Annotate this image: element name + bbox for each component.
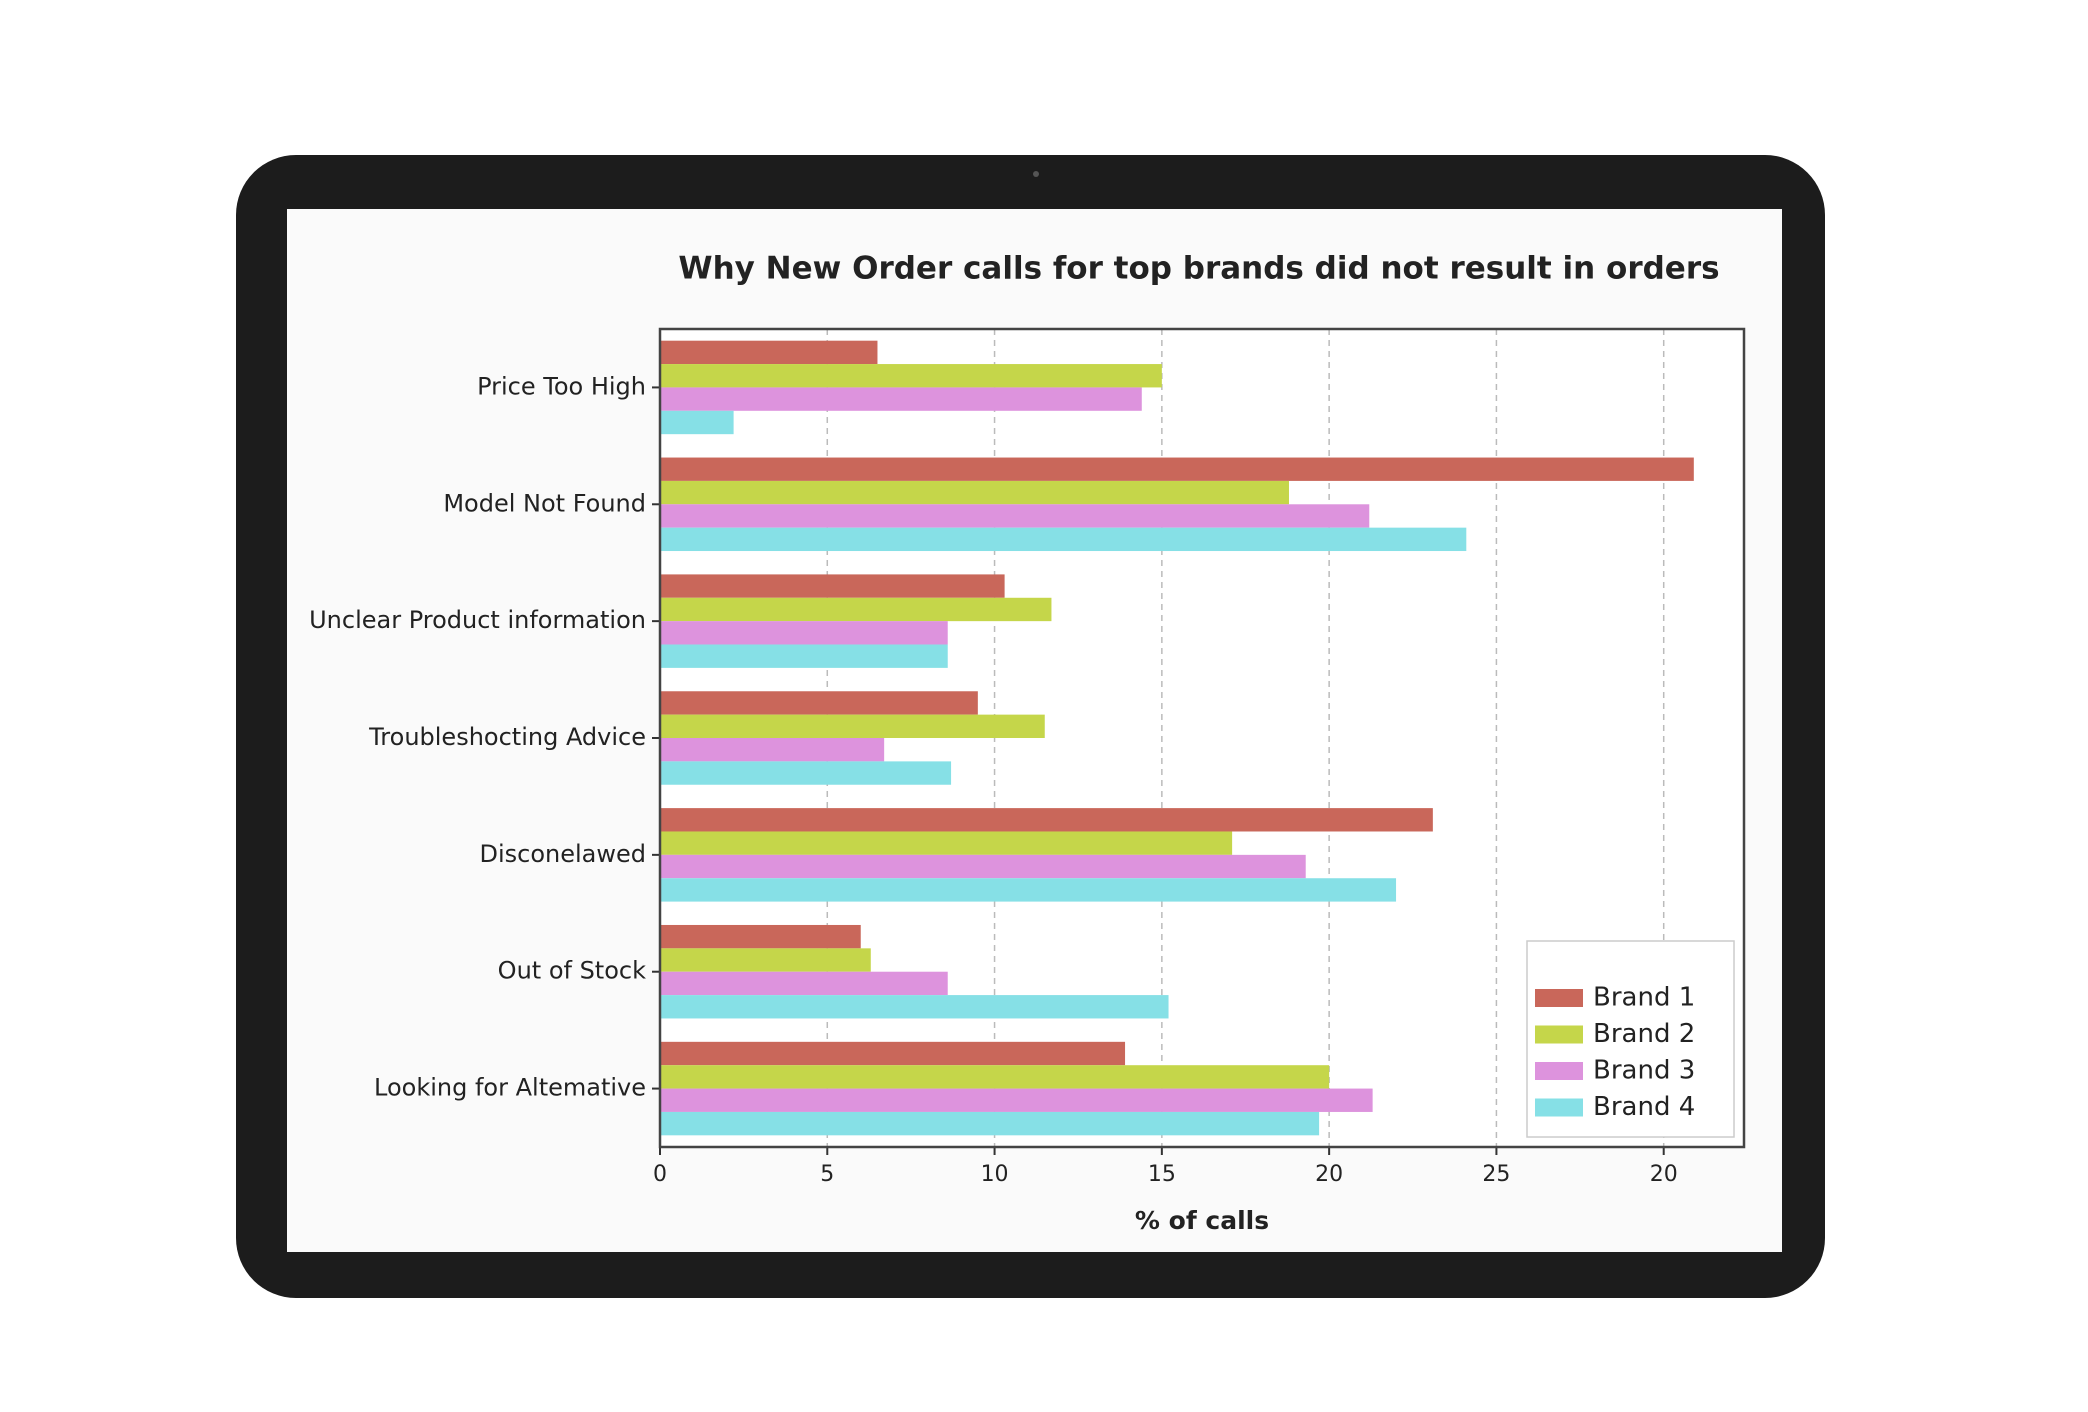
y-tick-label: Model Not Found [443,489,646,517]
x-tick-label: 25 [1482,1162,1510,1187]
bar [660,457,1694,481]
y-tick-label: Out of Stock [498,957,646,985]
y-tick-label: Unclear Product information [309,606,646,634]
x-tick-label: 10 [981,1162,1009,1187]
bar [660,410,734,435]
legend-swatch [1535,1062,1583,1080]
legend-swatch [1535,1098,1583,1117]
bar [660,714,1045,738]
legend-label: Brand 4 [1593,1092,1695,1122]
bar [660,854,1306,879]
bar [660,597,1052,622]
y-tick-label: Price Too High [477,372,646,400]
legend-label: Brand 3 [1593,1056,1695,1086]
x-tick-label: 0 [653,1162,667,1187]
legend-swatch [1535,989,1583,1007]
bar [660,924,861,949]
bar [660,878,1397,902]
bar [660,504,1370,528]
legend-label: Brand 2 [1593,1019,1695,1049]
x-tick-label: 20 [1315,1162,1343,1187]
bar [660,340,878,365]
bar [660,621,948,645]
bar [660,1088,1373,1112]
bar [660,1065,1330,1089]
bar [660,644,948,668]
bar [660,761,952,785]
bar [660,1041,1126,1066]
legend-swatch [1535,1025,1583,1044]
bar [660,948,871,972]
bar [660,738,885,762]
bar [660,808,1433,832]
bar [660,971,948,996]
x-axis-label: % of calls [1135,1206,1269,1235]
x-tick-label: 15 [1148,1162,1176,1187]
camera [1033,171,1039,177]
y-tick-label: Looking for Altemative [374,1074,646,1102]
legend-label: Brand 1 [1593,983,1695,1013]
bar [660,364,1162,388]
bar [660,480,1289,505]
bar [660,1111,1320,1136]
bar [660,387,1142,411]
chart-title: Why New Order calls for top brands did n… [678,251,1719,287]
y-tick-label: Disconelawed [479,840,646,868]
bar [660,995,1169,1019]
bar [660,831,1233,855]
y-tick-label: Troubleshocting Advice [368,723,646,751]
bar [660,527,1467,552]
x-tick-label: 20 [1650,1162,1678,1187]
x-tick-label: 5 [820,1162,834,1187]
plot-frame [658,327,1746,1149]
bar [660,691,978,715]
bar [660,574,1005,598]
